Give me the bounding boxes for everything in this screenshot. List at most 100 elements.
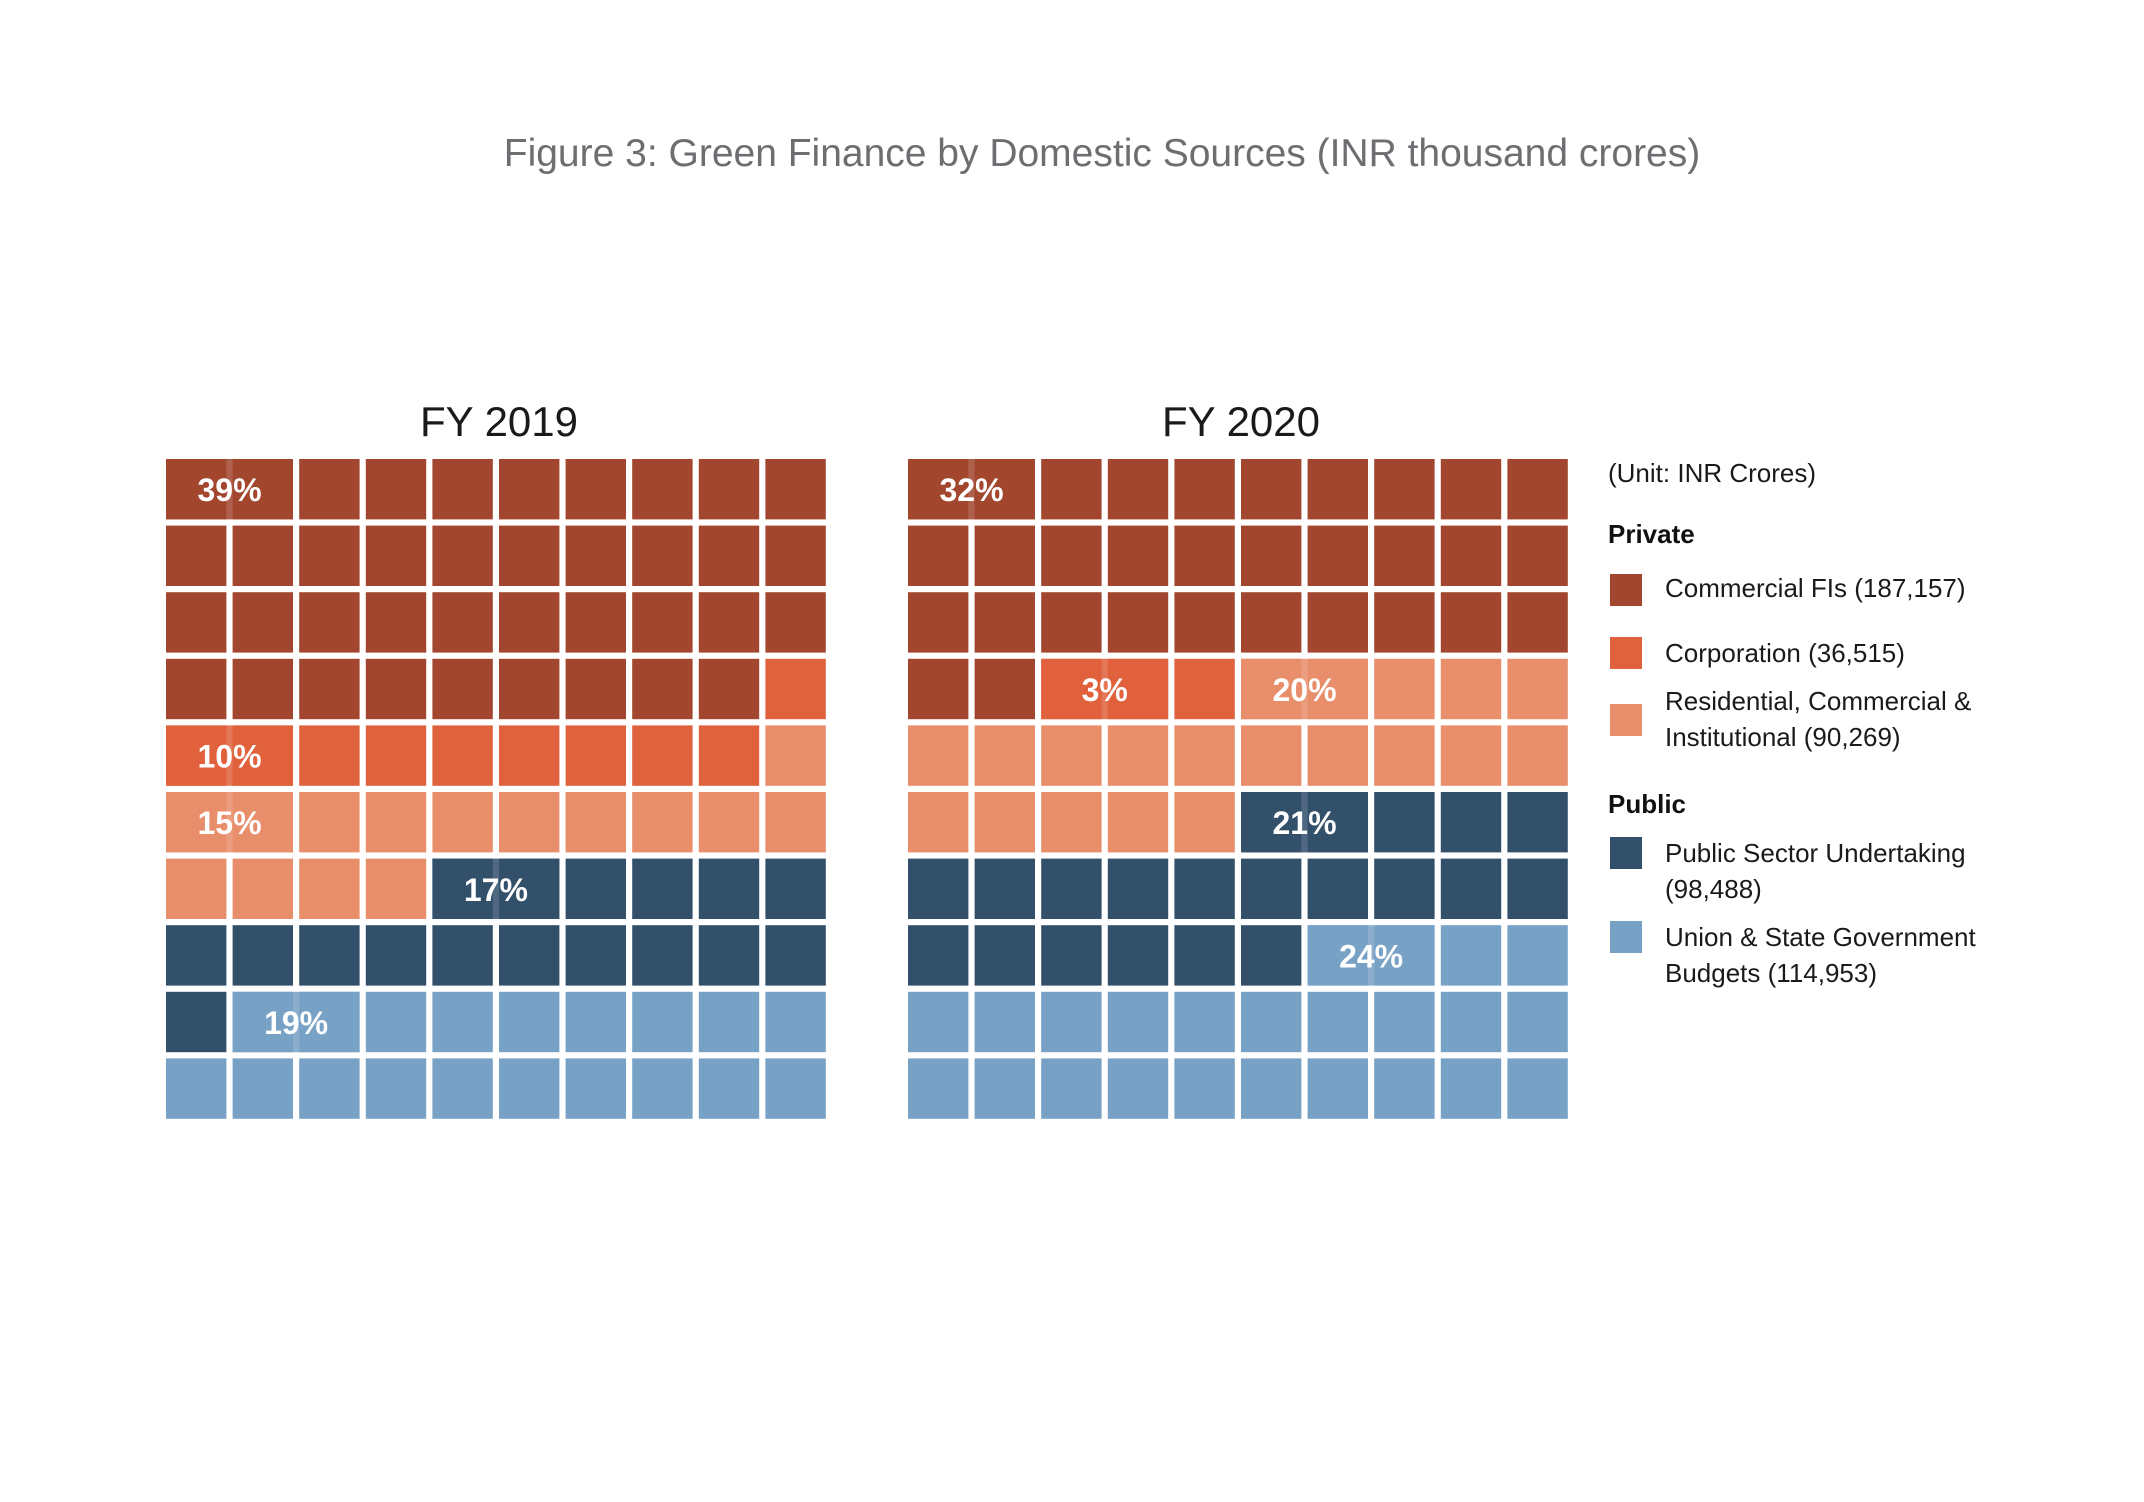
- waffle-cell: [632, 592, 693, 653]
- waffle-cell: [908, 925, 969, 986]
- panel-heading-fy2019: FY 2019: [419, 398, 578, 445]
- waffle-cell: [632, 525, 693, 586]
- waffle-cell: [565, 459, 626, 520]
- waffle-cell: [1507, 725, 1568, 786]
- waffle-cell: [1041, 592, 1102, 653]
- waffle-cell: [765, 858, 826, 919]
- waffle-cell: [1374, 525, 1435, 586]
- waffle-cell: [632, 991, 693, 1053]
- waffle-cell: [765, 658, 826, 720]
- waffle-cell: [1107, 592, 1169, 653]
- waffle-cell: [974, 925, 1035, 986]
- legend-swatch-government-budgets: [1610, 921, 1642, 953]
- waffle-cell: [365, 991, 427, 1053]
- waffle-cell: [632, 459, 693, 520]
- waffle-cell: [499, 925, 560, 986]
- waffle-cell: [365, 1058, 427, 1119]
- waffle-cell: [974, 858, 1035, 919]
- waffle-cell: [974, 1058, 1035, 1119]
- waffle-cell: [166, 991, 227, 1053]
- percent-label-background: [908, 459, 1035, 520]
- percent-label-background: [1307, 925, 1435, 986]
- waffle-cell: [698, 725, 760, 786]
- legend-swatch-residential: [1610, 704, 1642, 736]
- waffle-cell: [166, 1058, 227, 1119]
- waffle-cell: [499, 792, 560, 853]
- waffle-cell: [698, 525, 760, 586]
- percent-label-background: [1041, 658, 1169, 720]
- percent-label-background: [166, 725, 293, 786]
- waffle-cell: [1041, 725, 1102, 786]
- waffle-cell: [1440, 725, 1502, 786]
- waffle-cell: [365, 858, 427, 919]
- waffle-cell: [698, 792, 760, 853]
- waffle-cell: [1507, 858, 1568, 919]
- waffle-cell: [1374, 792, 1435, 853]
- waffle-cell: [1507, 658, 1568, 720]
- waffle-cell: [1507, 592, 1568, 653]
- waffle-cell: [365, 658, 427, 720]
- waffle-cell: [908, 1058, 969, 1119]
- waffle-cell: [432, 459, 493, 520]
- waffle-cell: [1507, 925, 1568, 986]
- waffle-cell: [365, 592, 427, 653]
- waffle-cell: [499, 725, 560, 786]
- waffle-cell: [908, 525, 969, 586]
- waffle-cell: [1174, 459, 1235, 520]
- waffle-cell: [974, 792, 1035, 853]
- percent-label: 21%: [1272, 805, 1336, 841]
- waffle-cell: [432, 1058, 493, 1119]
- legend-label-line: Corporation (36,515): [1665, 638, 1905, 668]
- waffle-cell: [974, 991, 1035, 1053]
- waffle-cell: [632, 925, 693, 986]
- waffle-cell: [1440, 991, 1502, 1053]
- waffle-cell: [1174, 592, 1235, 653]
- legend-label-line: Budgets (114,953): [1665, 958, 1877, 988]
- waffle-cell: [1041, 459, 1102, 520]
- waffle-cell: [765, 925, 826, 986]
- waffle-grid-0: 39% 10% 15% 17% 19%: [166, 459, 826, 1119]
- waffle-cell: [166, 525, 227, 586]
- waffle-cell: [1041, 792, 1102, 853]
- waffle-cell: [232, 658, 293, 720]
- waffle-cell: [565, 792, 626, 853]
- waffle-cell: [1241, 925, 1302, 986]
- percent-label: 17%: [464, 872, 528, 908]
- legend-label-line: Commercial FIs (187,157): [1665, 573, 1966, 603]
- waffle-cell: [1241, 991, 1302, 1053]
- waffle-cell: [565, 991, 626, 1053]
- waffle-cell: [1107, 1058, 1169, 1119]
- waffle-cell: [1041, 1058, 1102, 1119]
- legend-label-government-budgets: Union & State Government Budgets (114,95…: [1665, 919, 1976, 991]
- waffle-cell: [299, 459, 360, 520]
- legend-unit-note: (Unit: INR Crores): [1608, 458, 1817, 488]
- waffle-cell: [1041, 525, 1102, 586]
- percent-label-background: [166, 792, 293, 853]
- waffle-cell: [632, 858, 693, 919]
- waffle-cell: [1107, 459, 1169, 520]
- waffle-cell: [166, 658, 227, 720]
- waffle-cell: [365, 725, 427, 786]
- waffle-cell: [698, 1058, 760, 1119]
- waffle-cell: [1107, 925, 1169, 986]
- waffle-cell: [1174, 725, 1235, 786]
- waffle-cell: [1041, 858, 1102, 919]
- legend-swatch-commercial-fis: [1610, 574, 1642, 606]
- waffle-cell: [1440, 792, 1502, 853]
- waffle-cell: [908, 658, 969, 720]
- waffle-cell: [499, 525, 560, 586]
- waffle-cell: [565, 525, 626, 586]
- waffle-cell: [1440, 925, 1502, 986]
- legend-label-corporation: Corporation (36,515): [1665, 635, 1905, 671]
- percent-label-background: [1241, 792, 1368, 853]
- waffle-cell: [365, 525, 427, 586]
- waffle-cell: [1041, 991, 1102, 1053]
- waffle-cell: [1307, 858, 1368, 919]
- waffle-cell: [1507, 991, 1568, 1053]
- waffle-cell: [1374, 592, 1435, 653]
- percent-label-background: [432, 858, 560, 919]
- legend-label-public-sector: Public Sector Undertaking (98,488): [1665, 835, 1966, 907]
- waffle-cell: [1307, 592, 1368, 653]
